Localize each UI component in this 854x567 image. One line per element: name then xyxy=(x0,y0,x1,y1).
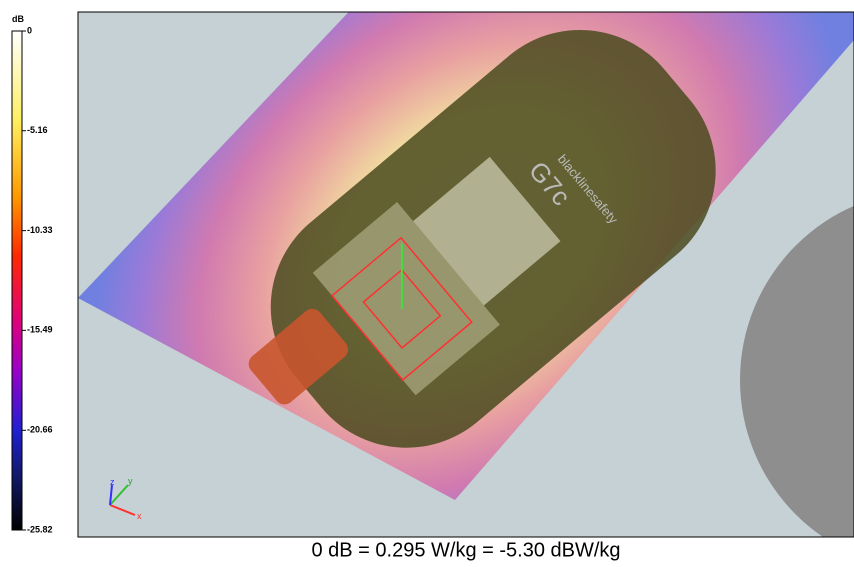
scene: blacklinesafety G7c x y z xyxy=(78,12,854,537)
phantom-shape xyxy=(740,205,854,537)
antenna-block xyxy=(312,202,500,396)
colorbar-tick-label: -15.49 xyxy=(27,325,53,335)
colorbar-tick-label: 0 xyxy=(27,25,32,35)
scan-volume xyxy=(331,236,473,382)
view-frame xyxy=(77,11,854,538)
colorbar xyxy=(11,30,23,531)
colorbar-tick-label: -20.66 xyxy=(27,425,53,435)
colorbar-tick-label: -10.33 xyxy=(27,225,53,235)
colorbar-unit: dB xyxy=(12,14,24,24)
zoom-volume xyxy=(362,268,442,350)
caption: 0 dB = 0.295 W/kg = -5.30 dBW/kg xyxy=(311,539,620,561)
phone: blacklinesafety G7c xyxy=(248,29,716,448)
colorbar-tick-label: -25.82 xyxy=(27,524,53,534)
y-axis xyxy=(109,484,129,506)
phone-clip xyxy=(248,308,349,405)
x-axis xyxy=(109,504,136,516)
display-block xyxy=(413,156,561,306)
x-label: x xyxy=(137,511,142,521)
y-label: y xyxy=(128,476,133,486)
z-axis xyxy=(109,484,113,506)
axis-triad: x y z xyxy=(109,476,142,521)
colorbar-tick-label: -5.16 xyxy=(27,125,48,135)
colorbar-ticks: 0 -5.16 -10.33 -15.49 -20.66 -25.82 xyxy=(22,25,53,534)
z-label: z xyxy=(110,477,115,487)
